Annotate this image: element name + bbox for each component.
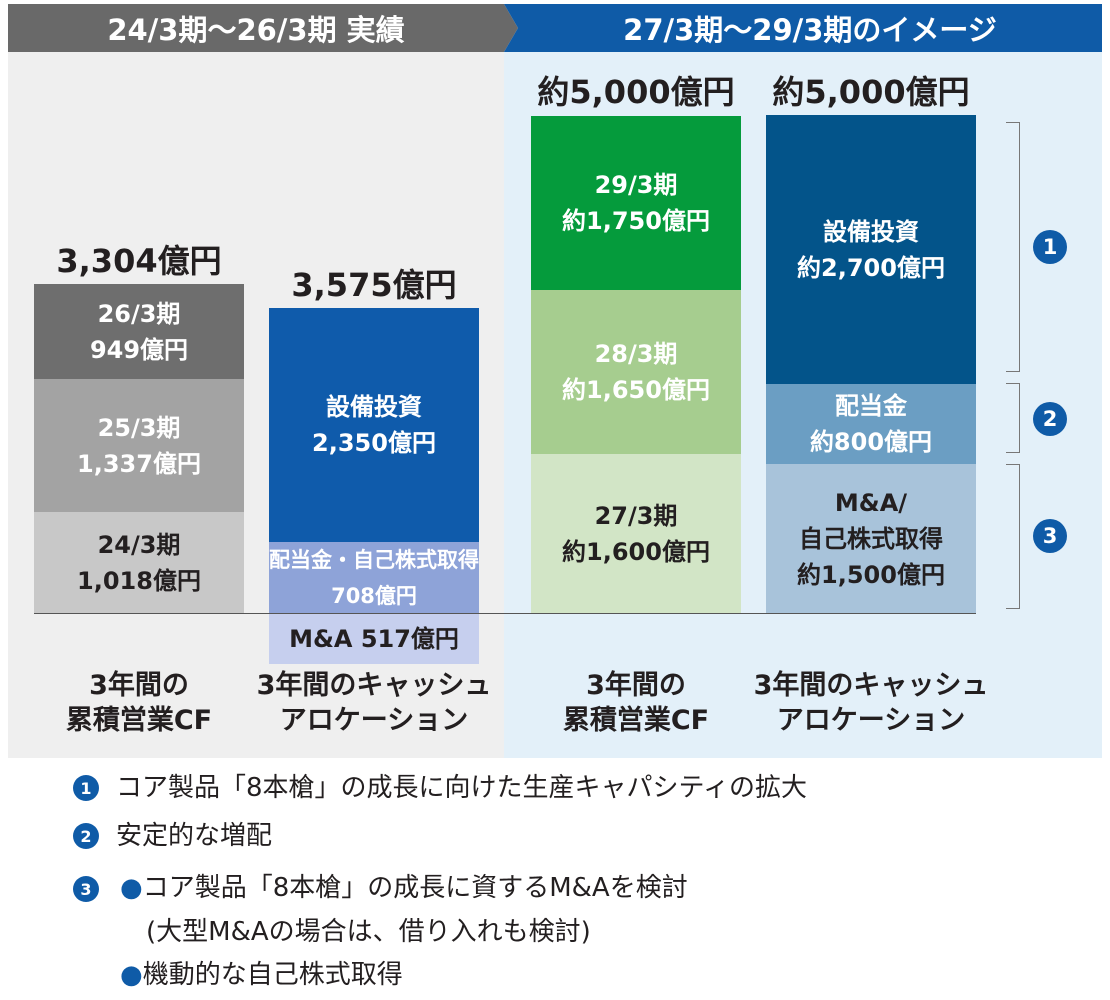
segment-label: M&A/ xyxy=(834,488,908,517)
note-marker-2-label: 2 xyxy=(80,826,92,846)
segment-label: 1,337億円 xyxy=(77,449,201,478)
segment-label: 26/3期 xyxy=(97,299,181,328)
category-label-line: 3年間のキャッシュ xyxy=(256,670,492,701)
segment-label: 約800億円 xyxy=(809,428,933,456)
segment-label: 949億円 xyxy=(89,335,189,364)
bar-total-label: 3,575億円 xyxy=(291,266,457,304)
segment-label: 配当金・自己株式取得 xyxy=(269,547,479,572)
header-plan-label: 27/3期〜29/3期のイメージ xyxy=(623,13,997,47)
note-1-text: コア製品「8本槍」の成長に向けた生産キャパシティの拡大 xyxy=(116,773,807,803)
header-actual: 24/3期〜26/3期 実績 xyxy=(8,4,518,52)
bar-category-label: 3年間の累積営業CF xyxy=(501,668,771,738)
note-2-text: 安定的な増配 xyxy=(116,821,273,851)
bar-segment: 25/3期 1,337億円 xyxy=(34,379,244,512)
bar-segment: 24/3期 1,018億円 xyxy=(34,512,244,613)
bar-total-label: 3,304億円 xyxy=(56,242,222,280)
category-label-line: 3年間の xyxy=(586,670,686,701)
note-3c-text: 機動的な自己株式取得 xyxy=(142,960,403,990)
bullet-dot-icon: ● xyxy=(120,960,143,990)
note-3a-text: コア製品「8本槍」の成長に資するM&Aを検討 xyxy=(142,873,688,903)
segment-label: 27/3期 xyxy=(594,501,678,530)
bar-total-label: 約5,000億円 xyxy=(772,73,970,111)
segment-label: 28/3期 xyxy=(594,340,678,368)
bar-segment: 設備投資 2,350億円 xyxy=(269,308,479,542)
segment-label: 24/3期 xyxy=(97,530,181,559)
bar-segment: 26/3期 949億円 xyxy=(34,284,244,379)
bar-segment: 27/3期約1,600億円 xyxy=(531,454,741,613)
note-3b-text: (大型M&Aの場合は、借り入れも検討) xyxy=(146,917,591,947)
segment-label: 約1,750億円 xyxy=(562,207,710,235)
segment-label: 708億円 xyxy=(331,583,417,608)
note-marker-2: 2 xyxy=(73,823,99,849)
bar-segment: 29/3期約1,750億円 xyxy=(531,116,741,290)
segment-label: 自己株式取得 xyxy=(799,524,943,553)
category-label-line: 3年間の xyxy=(89,670,189,701)
segment-label: 約1,500億円 xyxy=(797,560,945,589)
header-actual-label: 24/3期〜26/3期 実績 xyxy=(107,13,405,47)
bullet-dot-icon: ● xyxy=(120,873,143,903)
bar-segment: 28/3期約1,650億円 xyxy=(531,290,741,454)
segment-label: 配当金 xyxy=(835,392,907,420)
header-plan: 27/3期〜29/3期のイメージ xyxy=(504,4,1102,52)
bar-category-label: 3年間のキャッシュ アロケーション xyxy=(736,668,1006,738)
segment-label: M&A 517億円 xyxy=(289,624,459,653)
marker-3-label: 3 xyxy=(1042,524,1058,548)
category-label-line: 累積営業CF xyxy=(65,705,213,736)
brace-1 xyxy=(1006,122,1020,372)
marker-3: 3 xyxy=(1033,519,1067,553)
segment-label: 約2,700億円 xyxy=(797,253,945,282)
note-marker-3-label: 3 xyxy=(80,879,92,899)
bar-segment: 設備投資約2,700億円 xyxy=(766,115,976,384)
note-marker-1-label: 1 xyxy=(80,778,92,798)
marker-1: 1 xyxy=(1033,230,1067,264)
segment-label: 設備投資 xyxy=(823,217,919,246)
bar-segment: M&A/自己株式取得 約1,500億円 xyxy=(766,464,976,613)
note-1: コア製品「8本槍」の成長に向けた生産キャパシティの拡大 xyxy=(116,768,807,808)
segment-label: 29/3期 xyxy=(594,171,678,199)
note-3b: (大型M&Aの場合は、借り入れも検討) xyxy=(146,912,591,952)
marker-2: 2 xyxy=(1033,402,1067,436)
segment-label: 25/3期 xyxy=(97,413,181,442)
segment-label: 約1,600億円 xyxy=(562,537,710,566)
note-2: 安定的な増配 xyxy=(116,816,272,856)
segment-label: 2,350億円 xyxy=(312,429,436,457)
brace-2 xyxy=(1006,383,1020,453)
note-marker-3: 3 xyxy=(73,876,99,902)
note-3a: ●コア製品「8本槍」の成長に資するM&Aを検討 xyxy=(120,868,688,908)
bar-category-label: 3年間のキャッシュ アロケーション xyxy=(239,668,509,738)
segment-label: 1,018億円 xyxy=(77,566,201,595)
bar-segment: 配当金・自己株式取得 708億円 xyxy=(269,542,479,613)
bar-segment: M&A 517億円 xyxy=(269,613,479,664)
chart-baseline xyxy=(34,613,976,614)
category-label-line: アロケーション xyxy=(279,705,469,736)
brace-3 xyxy=(1006,464,1020,609)
bar-total-label: 約5,000億円 xyxy=(537,73,735,111)
category-label-line: 累積営業CF xyxy=(562,705,710,736)
segment-label: 設備投資 xyxy=(326,393,422,421)
note-3c: ●機動的な自己株式取得 xyxy=(120,955,403,995)
category-label-line: アロケーション xyxy=(776,705,966,736)
bar-segment: 配当金約800億円 xyxy=(766,384,976,464)
bar-category-label: 3年間の累積営業CF xyxy=(4,668,274,738)
marker-1-label: 1 xyxy=(1042,235,1058,259)
segment-label: 約1,650億円 xyxy=(562,376,710,404)
category-label-line: 3年間のキャッシュ xyxy=(753,670,989,701)
marker-2-label: 2 xyxy=(1042,407,1058,431)
note-marker-1: 1 xyxy=(73,775,99,801)
